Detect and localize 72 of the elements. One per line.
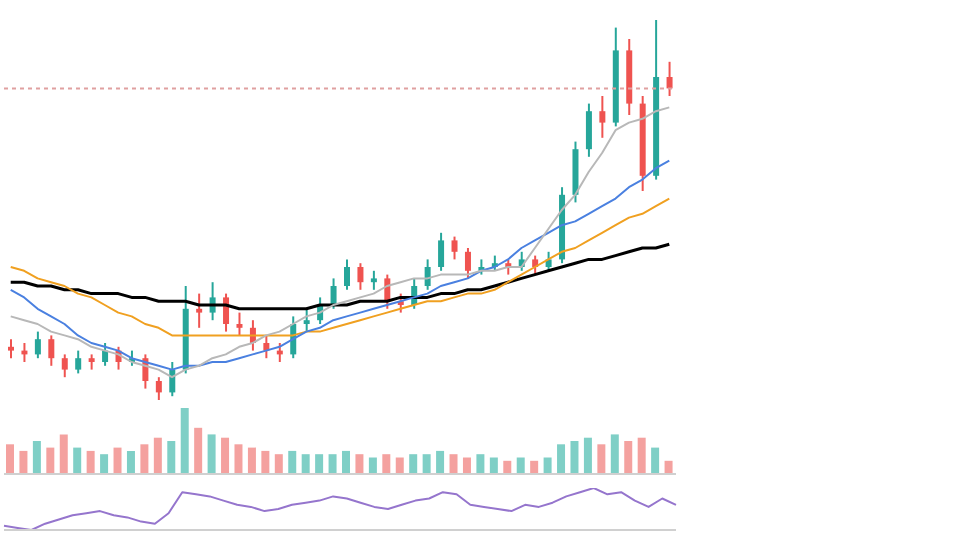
bar: [610, 434, 619, 474]
bar: [516, 457, 525, 474]
bar: [100, 454, 109, 474]
bar: [651, 447, 660, 474]
bar: [221, 437, 230, 474]
candlestick: [599, 95, 606, 139]
bar: [503, 460, 512, 474]
bar: [194, 427, 203, 474]
bar: [449, 454, 458, 474]
bar: [19, 450, 28, 474]
bar: [153, 437, 162, 474]
bar: [583, 437, 592, 474]
bar: [436, 450, 445, 474]
bar: [288, 450, 297, 474]
bar: [140, 444, 149, 474]
bar: [382, 454, 391, 474]
bar: [328, 454, 337, 474]
bar: [355, 454, 364, 474]
bar: [207, 434, 216, 474]
bar: [46, 447, 55, 474]
bar: [59, 434, 68, 474]
candlestick: [196, 292, 203, 329]
bar: [86, 450, 95, 474]
candlestick: [236, 311, 243, 337]
bar: [261, 450, 270, 474]
bar: [32, 441, 41, 474]
bar: [462, 457, 471, 474]
bar: [624, 441, 633, 474]
candlestick: [102, 342, 109, 367]
candlestick: [370, 269, 377, 291]
bar: [409, 454, 418, 474]
bar: [6, 444, 14, 474]
bar: [247, 447, 256, 474]
bar: [543, 457, 552, 474]
candlestick: [585, 102, 592, 158]
candlestick: [155, 376, 162, 400]
candlestick: [61, 353, 68, 379]
bar: [368, 457, 377, 474]
candlestick: [464, 247, 471, 280]
bar: [637, 437, 646, 474]
bar: [530, 460, 539, 474]
bar: [395, 457, 404, 474]
candlestick: [666, 60, 673, 97]
bar: [301, 454, 310, 474]
bar: [73, 447, 82, 474]
bar: [234, 444, 243, 474]
bar: [489, 457, 498, 474]
candlestick: [344, 258, 350, 291]
candlestick: [75, 349, 82, 375]
candlestick: [572, 140, 579, 204]
candlestick: [330, 277, 337, 310]
bar: [126, 450, 135, 474]
bar: [167, 441, 176, 474]
bar: [476, 454, 485, 474]
bar: [274, 454, 283, 474]
candlestick: [357, 262, 364, 291]
candlestick: [8, 338, 14, 360]
bar: [113, 447, 122, 474]
candlestick: [303, 307, 310, 333]
bar: [664, 460, 673, 474]
candlestick: [223, 292, 230, 333]
bar: [570, 441, 579, 474]
candlestick: [34, 330, 41, 360]
bar: [180, 408, 189, 474]
bar: [597, 444, 606, 474]
bar: [422, 454, 431, 474]
candlestick: [451, 235, 458, 261]
bar: [315, 454, 324, 474]
candlestick: [48, 334, 55, 367]
bar: [342, 450, 350, 474]
candlestick: [438, 231, 445, 272]
bar: [557, 444, 566, 474]
